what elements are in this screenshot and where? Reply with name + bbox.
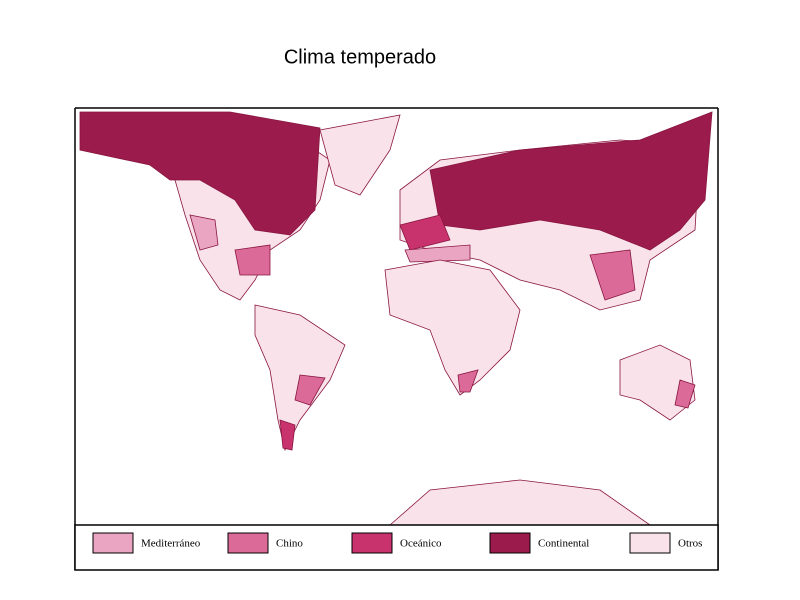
china-chino xyxy=(589,249,636,301)
antarctica xyxy=(388,479,652,526)
europe-oceanico xyxy=(399,214,451,251)
legend-swatch xyxy=(629,532,671,554)
title: Clima temperado xyxy=(284,46,436,68)
africa-chino xyxy=(457,369,479,393)
legend-swatch xyxy=(351,532,393,554)
na-mediterranean xyxy=(189,214,219,251)
na-chino xyxy=(234,244,271,276)
mediterranean-basin xyxy=(404,244,471,263)
australia-chino xyxy=(674,379,696,409)
eurasia-continental xyxy=(429,111,713,251)
legend-label: Mediterráneo xyxy=(141,538,201,550)
greenland xyxy=(319,114,401,196)
africa xyxy=(384,259,521,396)
map xyxy=(74,107,719,570)
north-america-continental xyxy=(79,111,321,236)
legend-box xyxy=(74,524,719,571)
sa-oceanico xyxy=(279,419,296,451)
legend-label: Chino xyxy=(276,538,303,550)
legend: Mediterráneo Chino Oceánico Continental Otro… xyxy=(92,532,702,554)
legend-label: Otros xyxy=(678,538,702,550)
legend-label: Continental xyxy=(538,538,589,550)
legend-swatch xyxy=(92,532,134,554)
legend-label: Oceánico xyxy=(400,538,442,550)
sa-chino xyxy=(294,374,326,406)
legend-swatch xyxy=(489,532,531,554)
legend-swatch xyxy=(227,532,269,554)
